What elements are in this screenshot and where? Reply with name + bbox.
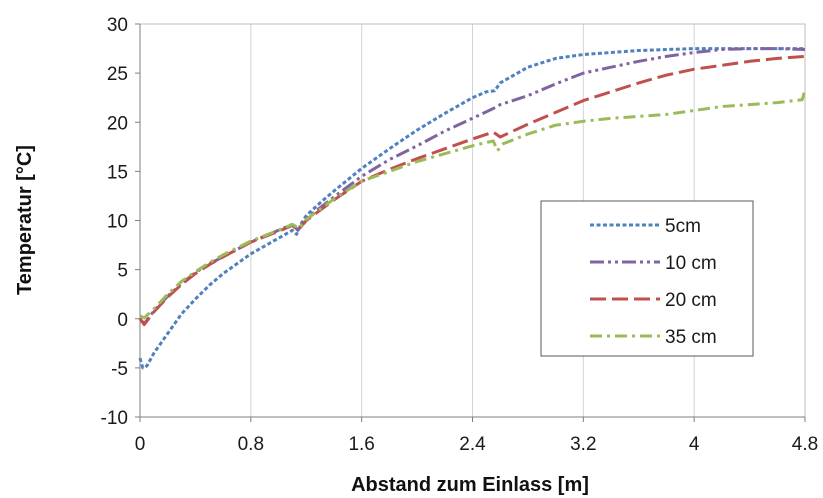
y-tick-label: -10 xyxy=(101,408,128,429)
x-tick-label: 0.8 xyxy=(238,434,264,455)
axes xyxy=(135,23,806,422)
x-tick-label: 2.4 xyxy=(459,434,486,455)
x-tick-label: 0 xyxy=(135,434,146,455)
x-tick-label: 4 xyxy=(689,434,700,455)
y-tick-label: 0 xyxy=(117,310,128,331)
y-tick-label: 30 xyxy=(107,15,128,36)
y-tick-labels: -10 -5 0 5 10 15 20 25 30 xyxy=(101,15,128,429)
x-tick-label: 1.6 xyxy=(348,434,374,455)
y-tick-label: -5 xyxy=(111,359,128,380)
legend-label: 35 cm xyxy=(665,327,717,348)
y-tick-label: 20 xyxy=(107,113,128,134)
x-tick-label: 4.8 xyxy=(792,434,818,455)
series-line-35cm xyxy=(139,89,807,320)
legend-label: 10 cm xyxy=(665,253,717,274)
legend-box xyxy=(540,200,754,357)
y-tick-label: 15 xyxy=(107,162,128,183)
legend-items: 5cm 10 cm 20 cm 35 cm xyxy=(590,216,717,348)
y-tick-label: 25 xyxy=(107,64,128,85)
series-lines xyxy=(138,47,807,370)
x-tick-labels: 0 0.8 1.6 2.4 3.2 4 4.8 xyxy=(135,434,819,455)
legend: 5cm 10 cm 20 cm 35 cm xyxy=(540,200,754,357)
series-line-10cm xyxy=(138,47,806,326)
x-tick-label: 3.2 xyxy=(570,434,596,455)
legend-label: 5cm xyxy=(665,216,701,237)
x-axis-title: Abstand zum Einlass [m] xyxy=(351,474,589,496)
y-tick-label: 10 xyxy=(107,212,128,233)
series-line-5cm xyxy=(138,47,805,370)
series-line-20cm xyxy=(138,54,806,327)
y-axis-title: Temperatur [°C] xyxy=(14,145,36,295)
y-tick-label: 5 xyxy=(117,261,128,282)
legend-label: 20 cm xyxy=(665,290,717,311)
